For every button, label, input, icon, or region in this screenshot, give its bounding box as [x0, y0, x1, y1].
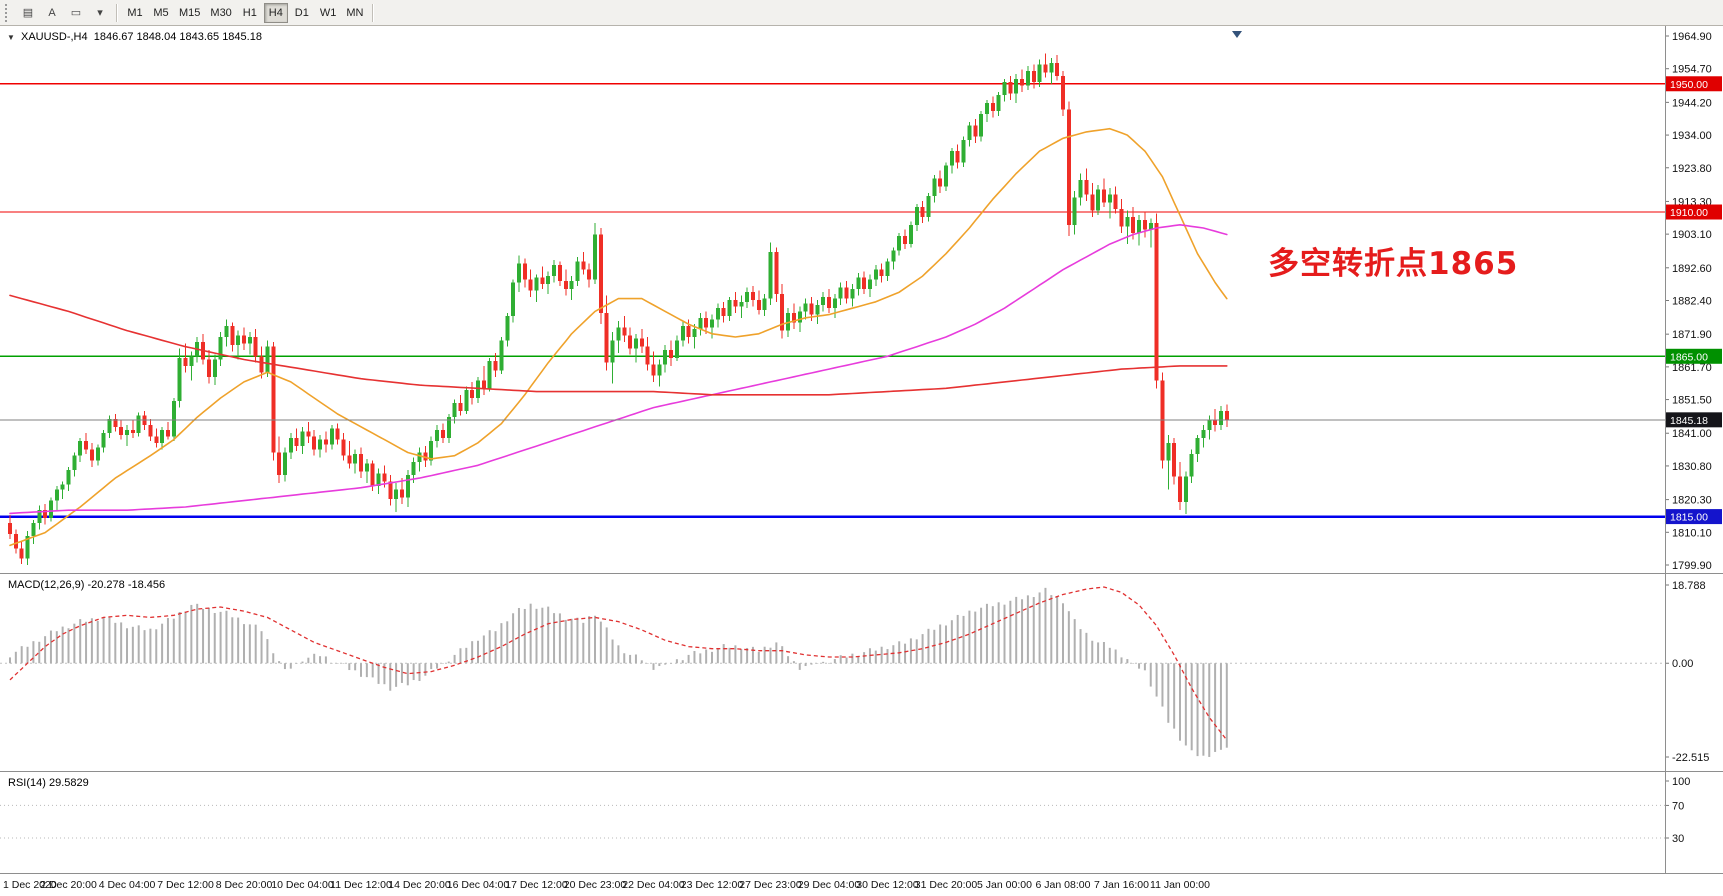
- ohlc-values: 1846.67 1848.04 1843.65 1845.18: [93, 31, 262, 43]
- timeframe-button-m15[interactable]: M15: [179, 6, 201, 19]
- svg-text:1815.00: 1815.00: [1670, 512, 1708, 524]
- shapes-tool-icon[interactable]: ▭: [70, 7, 82, 19]
- svg-text:1882.40: 1882.40: [1672, 296, 1712, 308]
- svg-text:7 Jan 16:00: 7 Jan 16:00: [1094, 879, 1149, 891]
- svg-text:1892.60: 1892.60: [1672, 263, 1712, 275]
- price-axis[interactable]: [1665, 26, 1723, 873]
- svg-text:31 Dec 20:00: 31 Dec 20:00: [915, 879, 978, 891]
- svg-text:7 Dec 12:00: 7 Dec 12:00: [157, 879, 214, 891]
- svg-text:1934.00: 1934.00: [1672, 130, 1712, 142]
- symbol-dropdown-icon[interactable]: ▼: [7, 33, 15, 42]
- tools-dropdown-icon[interactable]: ▾: [97, 7, 103, 19]
- toolbar-separator: [116, 3, 118, 22]
- horizontal-level-lines[interactable]: [0, 83, 1665, 518]
- timeframe-button-mn[interactable]: MN: [346, 6, 364, 19]
- svg-text:27 Dec 23:00: 27 Dec 23:00: [739, 879, 802, 891]
- svg-text:1820.30: 1820.30: [1672, 495, 1712, 507]
- svg-text:11 Jan 00:00: 11 Jan 00:00: [1150, 879, 1210, 891]
- svg-text:100: 100: [1672, 776, 1690, 788]
- timeframe-button-group: M1 M5 M15 M30 H1 H4 D1 W1 MN: [122, 2, 368, 23]
- svg-text:2 Dec 20:00: 2 Dec 20:00: [40, 879, 97, 891]
- timeframe-button-w1[interactable]: W1: [319, 6, 337, 19]
- svg-text:29 Dec 04:00: 29 Dec 04:00: [798, 879, 861, 891]
- time-axis[interactable]: [0, 873, 1723, 896]
- svg-text:4 Dec 04:00: 4 Dec 04:00: [99, 879, 156, 891]
- svg-text:1845.18: 1845.18: [1670, 415, 1708, 427]
- svg-text:1865.00: 1865.00: [1670, 351, 1708, 363]
- price-axis-labels: 1964.901954.701944.201934.001923.801913.…: [1665, 31, 1712, 845]
- svg-text:20 Dec 23:00: 20 Dec 23:00: [564, 879, 627, 891]
- timeframe-button-h4[interactable]: H4: [263, 2, 288, 23]
- svg-text:1923.80: 1923.80: [1672, 163, 1712, 175]
- svg-text:30 Dec 12:00: 30 Dec 12:00: [856, 879, 919, 891]
- svg-text:70: 70: [1672, 800, 1684, 812]
- svg-text:1 Dec 2020: 1 Dec 2020: [3, 879, 57, 891]
- ma-magenta[interactable]: [9, 224, 1228, 515]
- ma-orange[interactable]: [9, 127, 1228, 547]
- svg-text:1944.20: 1944.20: [1672, 97, 1712, 109]
- panel-separators[interactable]: [0, 26, 1723, 874]
- svg-text:1851.50: 1851.50: [1672, 395, 1712, 407]
- svg-text:1799.90: 1799.90: [1672, 560, 1712, 572]
- rsi-panel-surface[interactable]: [0, 773, 1665, 873]
- svg-text:1810.10: 1810.10: [1672, 527, 1712, 539]
- symbol-label: XAUUSD-,H4: [20, 31, 88, 43]
- timeframe-button-m30[interactable]: M30: [210, 6, 232, 19]
- svg-text:1950.00: 1950.00: [1670, 79, 1708, 91]
- svg-text:1954.70: 1954.70: [1672, 64, 1712, 76]
- svg-text:30: 30: [1672, 833, 1684, 845]
- svg-text:17 Dec 12:00: 17 Dec 12:00: [505, 879, 568, 891]
- svg-text:0.00: 0.00: [1672, 658, 1693, 670]
- price-badges: 1950.00 1910.00 1865.00 1815.00 1845.18: [1666, 76, 1722, 525]
- chart-annotation-text: 多空转折点1865: [1268, 246, 1519, 282]
- chart-window-icon[interactable]: ▤: [22, 7, 34, 19]
- macd-panel-surface[interactable]: [0, 575, 1665, 771]
- svg-text:18.788: 18.788: [1672, 580, 1706, 592]
- toolbar-separator: [372, 3, 375, 22]
- toolbar-grip[interactable]: [5, 3, 11, 22]
- svg-text:1871.90: 1871.90: [1672, 329, 1712, 341]
- main-chart-surface[interactable]: [0, 26, 1665, 573]
- candlestick-series: [8, 53, 1229, 565]
- ma-red[interactable]: [9, 294, 1228, 396]
- svg-text:1830.80: 1830.80: [1672, 461, 1712, 473]
- timeframe-button-d1[interactable]: D1: [294, 6, 309, 19]
- chart-canvas[interactable]: 1964.901954.701944.201934.001923.801913.…: [0, 26, 1723, 896]
- svg-text:6 Jan 08:00: 6 Jan 08:00: [1036, 879, 1091, 891]
- chart-window: 1964.90 1954.70 1944.20 1934.00 1923.80 1913.…: [0, 26, 1723, 896]
- svg-text:22 Dec 04:00: 22 Dec 04:00: [622, 879, 685, 891]
- svg-text:1841.00: 1841.00: [1672, 428, 1712, 440]
- toolbar-icon-group: ▤ A ▭ ▾: [16, 3, 112, 23]
- timeframe-button-m5[interactable]: M5: [153, 6, 169, 19]
- svg-text:1910.00: 1910.00: [1670, 207, 1708, 219]
- text-annotation-icon[interactable]: A: [48, 6, 56, 19]
- svg-text:8 Dec 20:00: 8 Dec 20:00: [216, 879, 273, 891]
- svg-text:1861.70: 1861.70: [1672, 362, 1712, 374]
- timeframe-button-h1[interactable]: H1: [242, 6, 257, 19]
- chart-shift-marker[interactable]: [1232, 31, 1242, 38]
- macd-histogram: [9, 587, 1228, 757]
- svg-text:14 Dec 20:00: 14 Dec 20:00: [388, 879, 451, 891]
- rsi-indicator-label: RSI(14) 29.5829: [8, 777, 89, 789]
- svg-text:1903.10: 1903.10: [1672, 229, 1712, 241]
- macd-indicator-label: MACD(12,26,9) -20.278 -18.456: [8, 579, 166, 591]
- svg-text:5 Jan 00:00: 5 Jan 00:00: [977, 879, 1032, 891]
- timeframe-button-m1[interactable]: M1: [127, 6, 143, 19]
- svg-text:10 Dec 04:00: 10 Dec 04:00: [271, 879, 334, 891]
- toolbar: ▤ A ▭ ▾ M1 M5 M15 M30 H1 H4 D1 W1 MN: [0, 0, 1723, 26]
- svg-text:23 Dec 12:00: 23 Dec 12:00: [681, 879, 744, 891]
- svg-text:16 Dec 04:00: 16 Dec 04:00: [447, 879, 510, 891]
- svg-text:-22.515: -22.515: [1672, 752, 1709, 764]
- svg-text:11 Dec 12:00: 11 Dec 12:00: [330, 879, 392, 891]
- symbol-info: ▼ XAUUSD-,H4 1846.67 1848.04 1843.65 184…: [7, 31, 262, 43]
- macd-signal-line: [9, 586, 1228, 741]
- svg-text:1964.90: 1964.90: [1672, 31, 1712, 43]
